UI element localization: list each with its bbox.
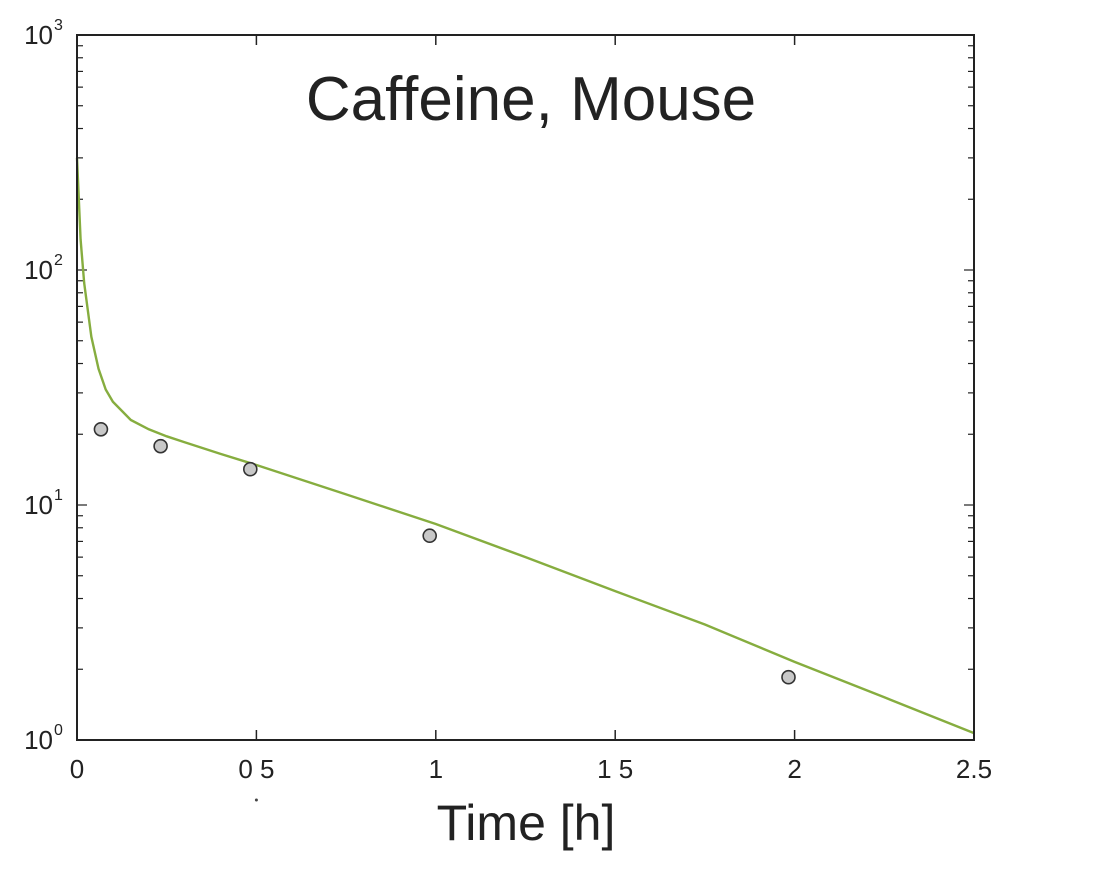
y-tick-label-exponent: 3: [54, 17, 63, 34]
y-tick-label-exponent: 0: [54, 722, 63, 739]
data-point: [93, 421, 109, 437]
data-point: [243, 461, 258, 477]
line-layer: [75, 157, 975, 735]
model-fit-line: [75, 157, 975, 735]
data-point: [153, 438, 168, 454]
y-tick-label-base: 10: [24, 20, 53, 50]
y-tick-label: 10 2: [24, 252, 63, 285]
x-tick-label: 0: [70, 754, 84, 784]
y-tick-label: 10 3: [24, 17, 63, 50]
x-tick-labels: 0 0 5 1 1 5 2 2.5: [70, 754, 992, 784]
y-tick-label-exponent: 2: [54, 252, 63, 269]
x-tick-label: 2: [787, 754, 801, 784]
plot-frame: [76, 34, 975, 741]
scatter-points: [93, 421, 796, 685]
chart-title: Caffeine, Mouse: [306, 65, 756, 134]
x-tick-label: 0 5: [238, 754, 274, 784]
plot-area: [77, 35, 974, 740]
x-axis-label: Time [h]: [437, 795, 616, 851]
x-tick-label: 1: [429, 754, 443, 784]
stray-dot: [254, 798, 258, 802]
x-tick-label: 1 5: [597, 754, 633, 784]
y-tick-label-base: 10: [24, 490, 53, 520]
x-tick-label: 2.5: [956, 754, 992, 784]
y-tick-label: 10 1: [24, 487, 63, 520]
y-tick-label-base: 10: [24, 725, 53, 755]
y-tick-label: 10 0: [24, 722, 63, 755]
y-tick-label-exponent: 1: [54, 487, 63, 504]
y-tick-label-base: 10: [24, 255, 53, 285]
data-point: [422, 528, 438, 544]
data-point: [781, 669, 796, 685]
